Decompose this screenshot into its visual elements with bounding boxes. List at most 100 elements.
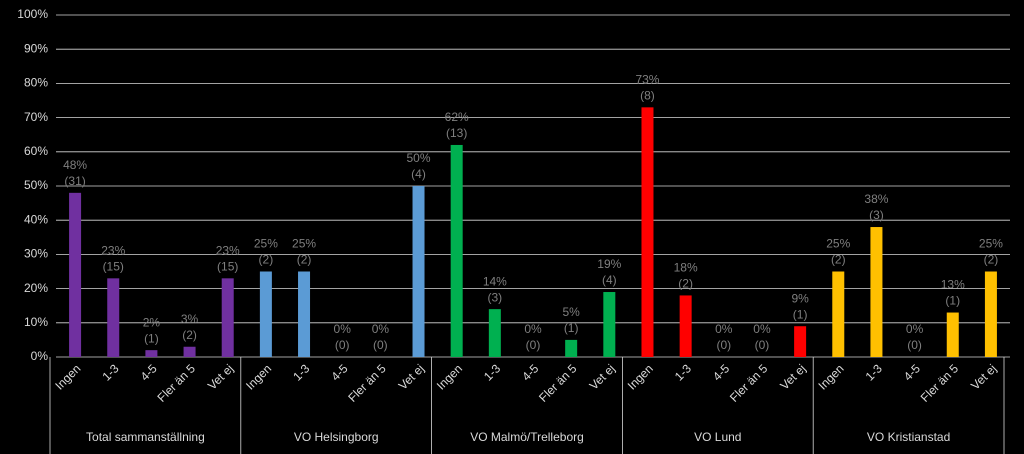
count-label: (4) (602, 273, 617, 287)
group-label: VO Lund (694, 430, 741, 444)
x-tick-label: Ingen (243, 361, 274, 392)
bar (603, 292, 616, 357)
bar (221, 278, 234, 357)
count-label: (31) (64, 174, 85, 188)
count-label: (1) (144, 331, 159, 345)
value-label: 23% (216, 244, 240, 258)
value-label: 25% (292, 237, 316, 251)
count-label: (0) (373, 338, 388, 352)
bar (298, 271, 311, 357)
value-label: 3% (181, 312, 199, 326)
count-label: (0) (335, 338, 350, 352)
value-label: 19% (597, 257, 621, 271)
y-tick-label: 60% (24, 144, 48, 158)
count-label: (0) (526, 338, 541, 352)
count-label: (0) (907, 338, 922, 352)
bar (69, 192, 82, 357)
x-tick-label: 4-5 (710, 361, 732, 383)
count-label: (2) (297, 253, 312, 267)
x-tick-label: Ingen (816, 361, 847, 392)
value-label: 25% (826, 237, 850, 251)
x-tick-label: 1-3 (290, 361, 312, 383)
value-label: 14% (483, 274, 507, 288)
y-tick-label: 70% (24, 110, 48, 124)
bar (488, 309, 501, 357)
value-label: 23% (101, 244, 125, 258)
bar (412, 186, 425, 357)
value-label: 25% (254, 237, 278, 251)
y-tick-label: 40% (24, 212, 48, 226)
value-label: 13% (941, 278, 965, 292)
y-tick-label: 10% (24, 315, 48, 329)
y-tick-label: 100% (17, 7, 48, 21)
count-label: (0) (716, 338, 731, 352)
x-tick-label: Vet ej (777, 361, 808, 392)
bar (984, 271, 997, 357)
group-label: VO Helsingborg (294, 430, 379, 444)
x-tick-label: Ingen (625, 361, 656, 392)
count-label: (15) (217, 260, 238, 274)
value-label: 5% (562, 305, 580, 319)
count-label: (3) (869, 208, 884, 222)
x-tick-label: Fler än 5 (155, 361, 199, 405)
x-tick-label: 4-5 (901, 361, 923, 383)
value-label: 0% (334, 322, 352, 336)
value-label: 0% (906, 322, 924, 336)
bar (946, 312, 959, 357)
value-label: 25% (979, 237, 1003, 251)
x-tick-label: Vet ej (587, 361, 618, 392)
count-label: (1) (945, 294, 960, 308)
x-tick-label: 1-3 (863, 361, 885, 383)
y-tick-label: 80% (24, 76, 48, 90)
count-label: (8) (640, 89, 655, 103)
bar (259, 271, 272, 357)
y-tick-label: 20% (24, 281, 48, 295)
value-label: 0% (715, 322, 733, 336)
bar (145, 350, 158, 357)
value-label: 50% (407, 151, 431, 165)
x-tick-label: Ingen (434, 361, 465, 392)
x-tick-label: 1-3 (672, 361, 694, 383)
count-label: (2) (259, 253, 274, 267)
x-tick-label: 4-5 (138, 361, 160, 383)
count-label: (13) (446, 126, 467, 140)
x-tick-label: Vet ej (396, 361, 427, 392)
value-label: 2% (143, 315, 161, 329)
value-label: 0% (524, 322, 542, 336)
bar (832, 271, 845, 357)
group-label: VO Kristianstad (867, 430, 950, 444)
x-tick-label: 4-5 (328, 361, 350, 383)
value-label: 0% (372, 322, 390, 336)
bar (565, 339, 578, 357)
count-label: (1) (793, 307, 808, 321)
bar (641, 107, 654, 357)
count-label: (2) (984, 253, 999, 267)
y-tick-label: 50% (24, 178, 48, 192)
x-tick-label: Vet ej (968, 361, 999, 392)
bar (183, 346, 196, 357)
x-tick-label: Fler än 5 (345, 361, 389, 405)
value-label: 38% (864, 192, 888, 206)
count-label: (3) (488, 290, 503, 304)
count-label: (15) (103, 260, 124, 274)
y-tick-label: 0% (31, 349, 49, 363)
bar (450, 144, 463, 357)
y-tick-label: 30% (24, 247, 48, 261)
x-tick-label: Fler än 5 (727, 361, 771, 405)
value-label: 73% (635, 73, 659, 87)
count-label: (4) (411, 167, 426, 181)
x-tick-label: Ingen (52, 361, 83, 392)
value-label: 62% (445, 110, 469, 124)
count-label: (2) (831, 253, 846, 267)
y-tick-label: 90% (24, 41, 48, 55)
bar (679, 295, 692, 357)
x-tick-label: 4-5 (519, 361, 541, 383)
value-label: 18% (674, 261, 698, 275)
count-label: (2) (182, 328, 197, 342)
x-tick-label: Fler än 5 (536, 361, 580, 405)
value-label: 0% (753, 322, 771, 336)
count-label: (0) (755, 338, 770, 352)
bar (107, 278, 120, 357)
